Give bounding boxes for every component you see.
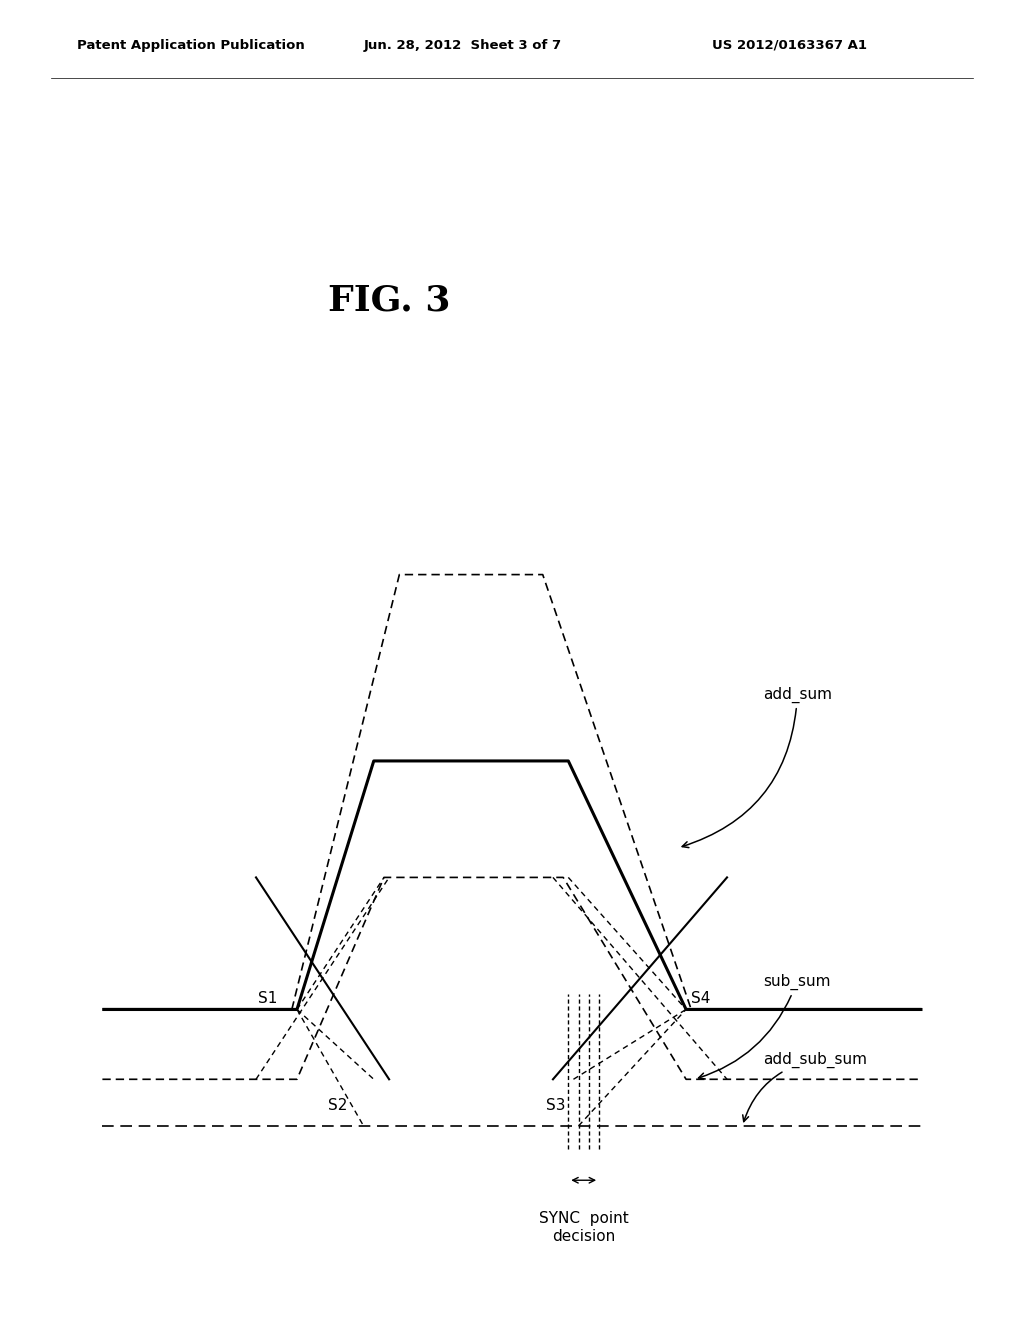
Text: S3: S3 [546, 1098, 565, 1113]
Text: SYNC  point
decision: SYNC point decision [539, 1212, 629, 1243]
Text: sub_sum: sub_sum [698, 974, 830, 1078]
Text: S1: S1 [258, 991, 278, 1006]
Text: add_sub_sum: add_sub_sum [742, 1052, 867, 1122]
Text: add_sum: add_sum [682, 686, 831, 847]
Text: Patent Application Publication: Patent Application Publication [77, 38, 304, 51]
Text: S4: S4 [691, 991, 711, 1006]
Text: FIG. 3: FIG. 3 [328, 284, 451, 318]
Text: US 2012/0163367 A1: US 2012/0163367 A1 [712, 38, 866, 51]
Text: S2: S2 [328, 1098, 347, 1113]
Text: Jun. 28, 2012  Sheet 3 of 7: Jun. 28, 2012 Sheet 3 of 7 [364, 38, 561, 51]
